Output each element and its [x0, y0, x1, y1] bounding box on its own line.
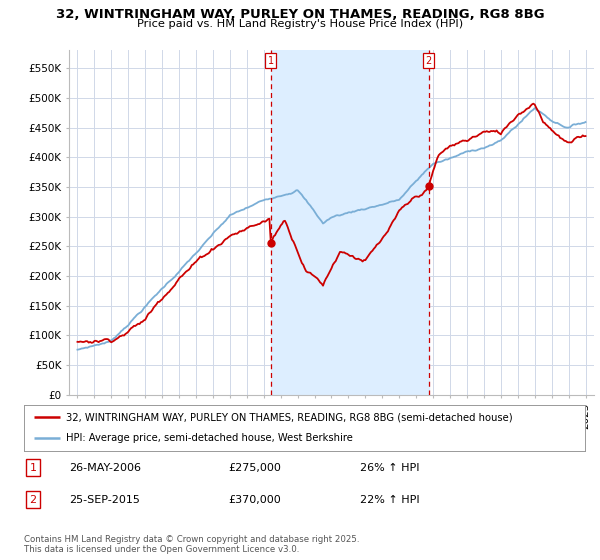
Text: 2: 2 — [29, 494, 37, 505]
Text: Price paid vs. HM Land Registry's House Price Index (HPI): Price paid vs. HM Land Registry's House … — [137, 19, 463, 29]
Bar — [271, 50, 428, 395]
Text: 22% ↑ HPI: 22% ↑ HPI — [360, 494, 419, 505]
Text: 26% ↑ HPI: 26% ↑ HPI — [360, 463, 419, 473]
Text: £370,000: £370,000 — [228, 494, 281, 505]
Text: 25-SEP-2015: 25-SEP-2015 — [69, 494, 140, 505]
Text: 1: 1 — [268, 55, 274, 66]
Text: 32, WINTRINGHAM WAY, PURLEY ON THAMES, READING, RG8 8BG (semi-detached house): 32, WINTRINGHAM WAY, PURLEY ON THAMES, R… — [66, 412, 513, 422]
Text: Contains HM Land Registry data © Crown copyright and database right 2025.
This d: Contains HM Land Registry data © Crown c… — [24, 535, 359, 554]
Text: 26-MAY-2006: 26-MAY-2006 — [69, 463, 141, 473]
Text: £275,000: £275,000 — [228, 463, 281, 473]
Text: HPI: Average price, semi-detached house, West Berkshire: HPI: Average price, semi-detached house,… — [66, 433, 353, 444]
Text: 1: 1 — [29, 463, 37, 473]
Text: 32, WINTRINGHAM WAY, PURLEY ON THAMES, READING, RG8 8BG: 32, WINTRINGHAM WAY, PURLEY ON THAMES, R… — [56, 8, 544, 21]
Text: 2: 2 — [425, 55, 431, 66]
